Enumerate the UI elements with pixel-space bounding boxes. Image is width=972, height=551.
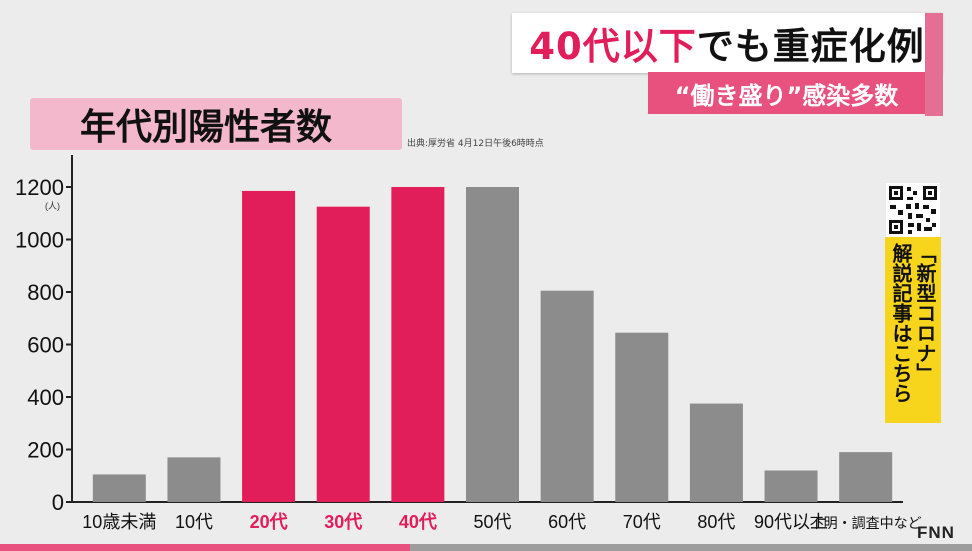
y-tick-label: 1200	[15, 175, 64, 200]
bar-6	[466, 187, 519, 502]
x-tick-label: 40代	[399, 512, 437, 532]
bar-1	[92, 474, 146, 502]
headline-accent-bar	[925, 13, 943, 116]
y-tick-label: 400	[27, 385, 64, 410]
banner-line-2: 解説記事はこちら	[889, 243, 913, 403]
y-unit-label: (人)	[45, 201, 60, 211]
y-tick-label: 1000	[15, 228, 64, 253]
headline-accent: 40代以下	[529, 25, 697, 68]
x-tick-label: 不明・調査中など	[810, 515, 922, 531]
x-tick-label: 60代	[548, 512, 586, 532]
fnn-logo: FNN	[917, 523, 955, 542]
x-tick-label: 70代	[623, 512, 661, 532]
headline: 40代以下 でも重症化例	[512, 13, 942, 73]
bar-11	[839, 452, 893, 502]
banner-line-1: 「新型コロナ」	[913, 243, 937, 383]
x-tick-label: 80代	[697, 512, 735, 532]
bar-5	[391, 187, 445, 502]
x-tick-label: 10代	[175, 512, 213, 532]
y-tick-label: 0	[52, 490, 64, 515]
source-note: 出典:厚労省 4月12日午後6時時点	[407, 139, 544, 149]
article-link-banner[interactable]: 「新型コロナ」 解説記事はこちら	[885, 237, 941, 423]
headline-rest: でも重症化例	[696, 25, 925, 68]
bar-2	[167, 457, 221, 502]
y-tick-label: 200	[27, 438, 64, 463]
x-tick-label: 30代	[324, 512, 362, 532]
bar-8	[615, 332, 669, 502]
bar-3	[242, 190, 296, 502]
bar-7	[540, 290, 594, 502]
bar-4	[316, 206, 370, 502]
bottom-stripe-accent	[0, 544, 410, 551]
x-tick-label: 20代	[250, 512, 288, 532]
qr-code-icon[interactable]	[886, 183, 940, 237]
chart-title: 年代別陽性者数	[30, 98, 402, 150]
x-tick-label: 10歳未満	[82, 512, 156, 532]
bar-10	[764, 470, 818, 502]
bar-9	[689, 403, 743, 502]
subheadline: “働き盛り”感染多数	[648, 72, 925, 114]
x-tick-label: 90代以上	[754, 512, 828, 532]
y-tick-label: 800	[27, 280, 64, 305]
y-tick-label: 600	[27, 333, 64, 358]
x-tick-label: 50代	[473, 512, 511, 532]
bottom-stripe	[410, 544, 972, 551]
